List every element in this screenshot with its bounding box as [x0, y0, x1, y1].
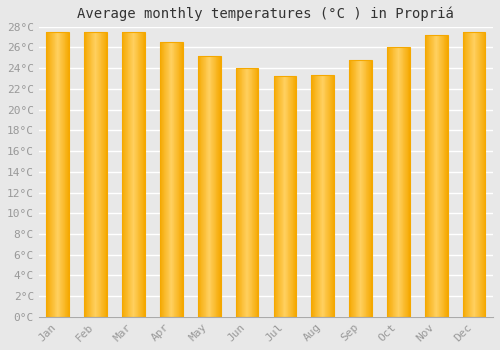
- Bar: [387, 48, 410, 317]
- Bar: [349, 60, 372, 317]
- Bar: [274, 77, 296, 317]
- Bar: [122, 32, 145, 317]
- Bar: [160, 42, 182, 317]
- Bar: [463, 32, 485, 317]
- Bar: [425, 35, 448, 317]
- Bar: [198, 56, 220, 317]
- Title: Average monthly temperatures (°C ) in Propriá: Average monthly temperatures (°C ) in Pr…: [78, 7, 454, 21]
- Bar: [312, 76, 334, 317]
- Bar: [46, 32, 69, 317]
- Bar: [236, 68, 258, 317]
- Bar: [84, 32, 107, 317]
